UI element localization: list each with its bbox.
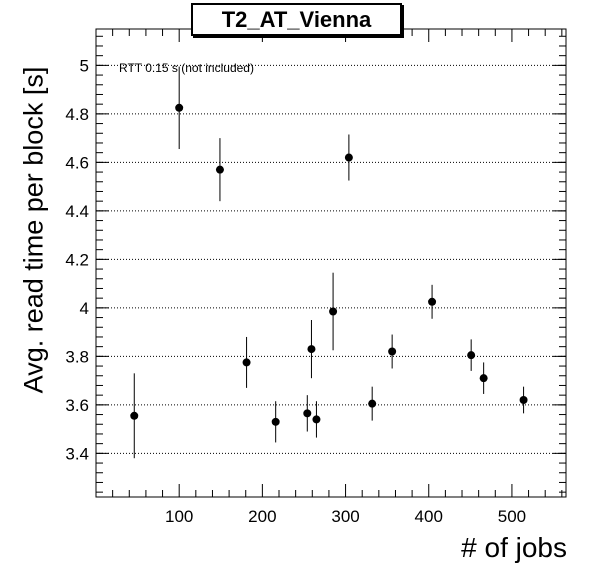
data-point (479, 374, 488, 383)
data-point (307, 345, 316, 354)
y-tick-label: 4.6 (65, 153, 89, 172)
y-tick-label: 3.4 (65, 444, 89, 463)
y-tick-label: 5 (80, 56, 89, 75)
x-tick-label: 400 (415, 507, 443, 526)
data-point (329, 307, 338, 316)
x-tick-label: 300 (331, 507, 359, 526)
y-tick-label: 4.2 (65, 250, 89, 269)
rtt-annotation: RTT 0.15 s (not included) (119, 61, 254, 75)
data-point (428, 297, 437, 306)
data-point (242, 358, 251, 367)
chart-title: T2_AT_Vienna (191, 3, 402, 36)
data-points (130, 66, 528, 459)
y-tick-label: 4.4 (65, 202, 89, 221)
data-point (303, 409, 312, 418)
grid-lines (96, 64, 566, 454)
data-point (388, 347, 397, 356)
data-point (467, 351, 476, 360)
data-point (519, 396, 528, 405)
y-tick-label: 3.8 (65, 347, 89, 366)
data-point (130, 411, 139, 420)
y-axis-label: Avg. read time per block [s] (18, 66, 49, 394)
axis-ticks (96, 29, 566, 497)
y-tick-label: 4 (80, 299, 89, 318)
plot-frame (95, 28, 567, 498)
x-tick-label: 500 (498, 507, 526, 526)
x-axis-label: # of jobs (461, 532, 567, 563)
tick-labels: 3.4 3.6 3.8 4 4.2 4.4 4.6 4.8 5 100 200 300 400 500 (65, 56, 526, 526)
x-tick-label: 100 (165, 507, 193, 526)
data-point (215, 165, 224, 174)
y-tick-label: 3.6 (65, 396, 89, 415)
data-point (271, 417, 280, 426)
data-point (344, 153, 353, 162)
data-point (312, 415, 321, 424)
x-tick-label: 200 (248, 507, 276, 526)
data-point (175, 103, 184, 112)
y-tick-label: 4.8 (65, 105, 89, 124)
data-point (368, 399, 377, 408)
